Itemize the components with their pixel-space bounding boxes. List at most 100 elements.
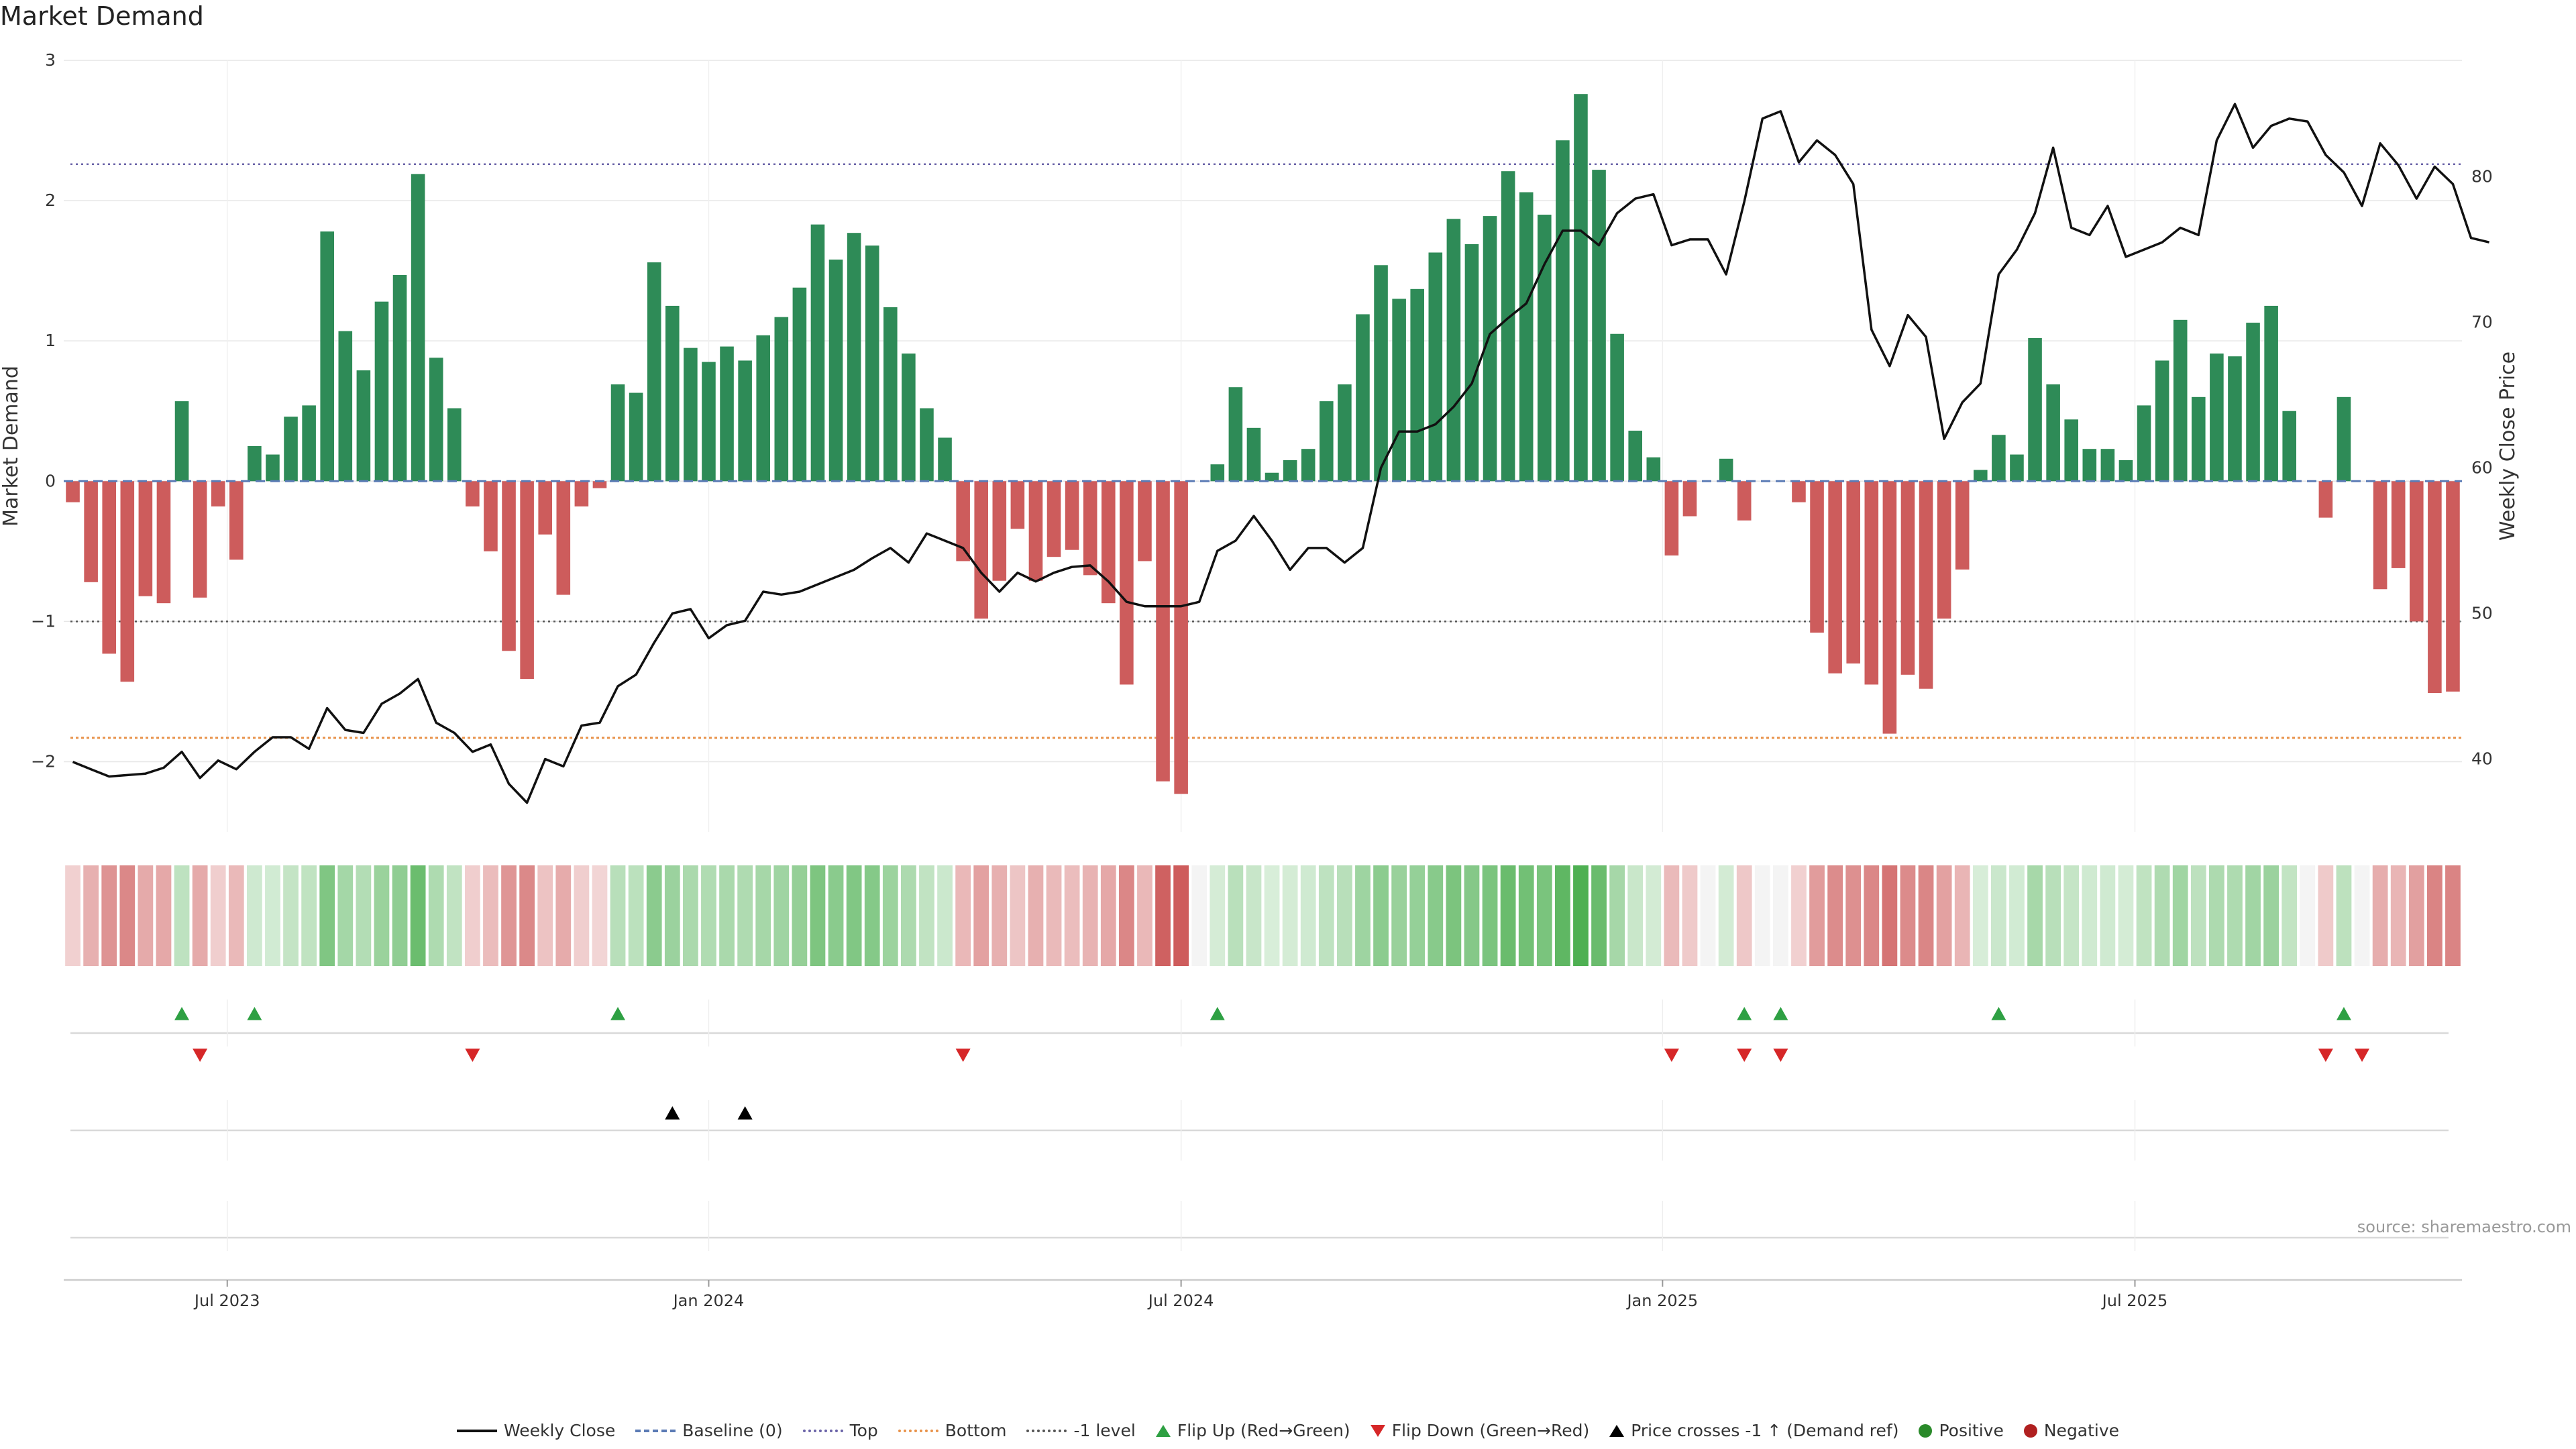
demand-strip-cell (1900, 865, 1916, 966)
demand-strip-cell (1137, 865, 1152, 966)
positive-bar (1356, 314, 1370, 482)
demand-strip-cell (1010, 865, 1026, 966)
positive-bar (1228, 387, 1243, 482)
demand-strip-cell (1064, 865, 1080, 966)
flip-up-marker (1737, 1007, 1752, 1020)
positive-bar (1446, 219, 1461, 482)
y2-tick-label: 60 (2471, 458, 2493, 478)
legend-item: Weekly Close (456, 1421, 615, 1440)
price-cross-marker (737, 1106, 753, 1120)
legend-symbol (635, 1429, 676, 1432)
demand-strip-cell (1446, 865, 1462, 966)
positive-bar (320, 231, 334, 482)
positive-bar (720, 346, 734, 482)
positive-bar (1592, 170, 1606, 482)
flip-up-marker (1991, 1007, 2006, 1020)
demand-strip-cell (174, 865, 190, 966)
demand-strip-cell (537, 865, 553, 966)
demand-strip-cell (2408, 865, 2424, 966)
demand-strip-cell (828, 865, 844, 966)
demand-strip-cell (392, 865, 408, 966)
legend-label: Bottom (945, 1421, 1007, 1440)
negative-bar (1792, 481, 1806, 502)
negative-bar (992, 481, 1007, 581)
positive-bar (1538, 215, 1552, 482)
demand-strip-cell (973, 865, 989, 966)
negative-bar (211, 481, 225, 506)
demand-strip-cell (1046, 865, 1062, 966)
demand-strip-cell (1409, 865, 1426, 966)
demand-strip-cell (1972, 865, 1988, 966)
negative-bar (1664, 481, 1679, 556)
demand-strip-cell (1845, 865, 1862, 966)
demand-strip-cell (319, 865, 335, 966)
demand-strip-cell (1991, 865, 2006, 966)
demand-strip-cell (138, 865, 154, 966)
positive-bar (429, 358, 443, 482)
positive-bar (665, 305, 680, 482)
flip-down-marker (465, 1049, 480, 1062)
demand-strip-cell (1028, 865, 1044, 966)
demand-strip-cell (483, 865, 498, 966)
positive-bar (2064, 419, 2078, 482)
demand-strip-cell (1210, 865, 1226, 966)
negative-bar (1102, 481, 1116, 604)
y2-tick-label: 40 (2471, 749, 2493, 769)
demand-strip-cell (2100, 865, 2116, 966)
positive-bar (374, 301, 389, 482)
positive-bar (2137, 405, 2151, 482)
demand-strip-cell (2336, 865, 2352, 966)
positive-bar (702, 362, 716, 482)
demand-strip-cell (1518, 865, 1534, 966)
demand-strip-cell (919, 865, 934, 966)
demand-strip-cell (2027, 865, 2043, 966)
demand-strip-cell (1428, 865, 1444, 966)
demand-strip-cell (1228, 865, 1244, 966)
positive-bar (447, 408, 462, 482)
legend-label: Flip Up (Red→Green) (1177, 1421, 1350, 1440)
demand-strip-cell (2318, 865, 2334, 966)
demand-strip-cell (737, 865, 753, 966)
demand-strip-cell (446, 865, 462, 966)
legend-item: Baseline (0) (635, 1421, 783, 1440)
demand-strip-cell (519, 865, 535, 966)
demand-strip-cell (1264, 865, 1280, 966)
negative-bar (1174, 481, 1188, 794)
demand-strip-cell (846, 865, 862, 966)
legend-label: Flip Down (Green→Red) (1391, 1421, 1590, 1440)
demand-strip-cell (901, 865, 916, 966)
negative-bar (2410, 481, 2424, 622)
flip-down-marker (955, 1049, 971, 1062)
demand-strip-cell (1664, 865, 1680, 966)
positive-bar (828, 259, 843, 482)
negative-bar (1046, 481, 1061, 557)
negative-bar (1737, 481, 1752, 521)
positive-bar (1265, 472, 1279, 482)
positive-bar (2282, 411, 2296, 482)
demand-strip-cell (1864, 865, 1880, 966)
chart-legend: Weekly Close Baseline (0) Top Bottom -1 leve… (0, 1421, 2576, 1440)
demand-strip-cell (374, 865, 390, 966)
positive-bar (1992, 435, 2006, 482)
legend-item: -1 level (1026, 1421, 1136, 1440)
positive-bar (920, 408, 934, 482)
positive-bar (1974, 470, 1988, 482)
legend-symbol (2023, 1424, 2037, 1438)
negative-bar (592, 481, 607, 488)
negative-bar (1810, 481, 1824, 633)
source-note: source: sharemaestro.com (2357, 1218, 2571, 1236)
demand-strip-cell (1791, 865, 1807, 966)
legend-item: Price crosses -1 ↑ (Demand ref) (1609, 1421, 1898, 1440)
demand-strip-cell (1246, 865, 1262, 966)
negative-bar (2428, 481, 2442, 693)
demand-strip-cell (83, 865, 99, 966)
demand-strip-cell (1954, 865, 1970, 966)
demand-strip-cell (2263, 865, 2279, 966)
x-tick-label: Jul 2025 (2101, 1291, 2168, 1310)
legend-label: Negative (2043, 1421, 2120, 1440)
demand-strip-cell (119, 865, 136, 966)
demand-strip-cell (1718, 865, 1734, 966)
positive-bar (883, 307, 898, 482)
demand-strip-cell (2245, 865, 2261, 966)
demand-strip-cell (719, 865, 735, 966)
